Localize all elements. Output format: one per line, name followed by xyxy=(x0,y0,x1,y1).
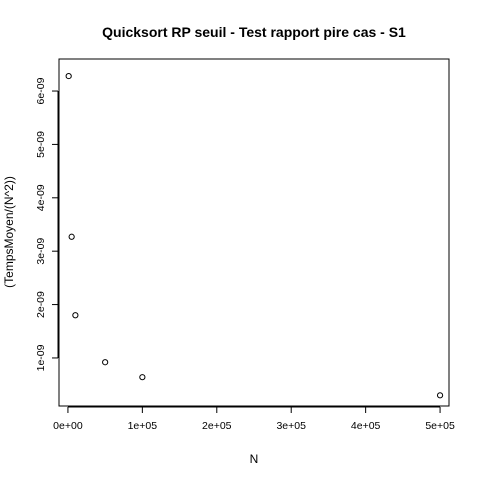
y-axis: 1e-09 2e-09 3e-09 4e-09 5e-09 6e-09 xyxy=(35,77,59,371)
x-tick-label: 5e+05 xyxy=(425,420,455,432)
y-tick-label: 5e-09 xyxy=(35,131,47,158)
y-tick-label: 3e-09 xyxy=(35,238,47,265)
chart-title: Quicksort RP seuil - Test rapport pire c… xyxy=(102,24,406,40)
data-points xyxy=(65,72,444,399)
y-tick-label: 4e-09 xyxy=(35,184,47,211)
x-axis: 0e+00 1e+05 2e+05 3e+05 4e+05 5e+05 xyxy=(53,406,455,432)
data-point xyxy=(68,233,75,240)
x-tick-label: 2e+05 xyxy=(202,420,232,432)
x-axis-label: N xyxy=(250,452,259,466)
y-axis-label: (TempsMoyen/(N^2)) xyxy=(2,176,16,288)
x-tick-label: 1e+05 xyxy=(128,420,158,432)
data-point xyxy=(139,374,146,381)
data-point xyxy=(72,312,79,319)
data-point xyxy=(65,72,72,80)
data-point xyxy=(436,392,444,399)
x-tick-label: 4e+05 xyxy=(351,420,381,432)
plot-frame xyxy=(58,58,450,407)
x-tick-label: 3e+05 xyxy=(276,420,306,432)
y-tick-label: 1e-09 xyxy=(35,344,47,371)
y-tick-label: 2e-09 xyxy=(35,291,47,318)
y-tick-label: 6e-09 xyxy=(35,77,47,104)
x-tick-label: 0e+00 xyxy=(53,420,83,432)
data-point xyxy=(102,359,109,366)
